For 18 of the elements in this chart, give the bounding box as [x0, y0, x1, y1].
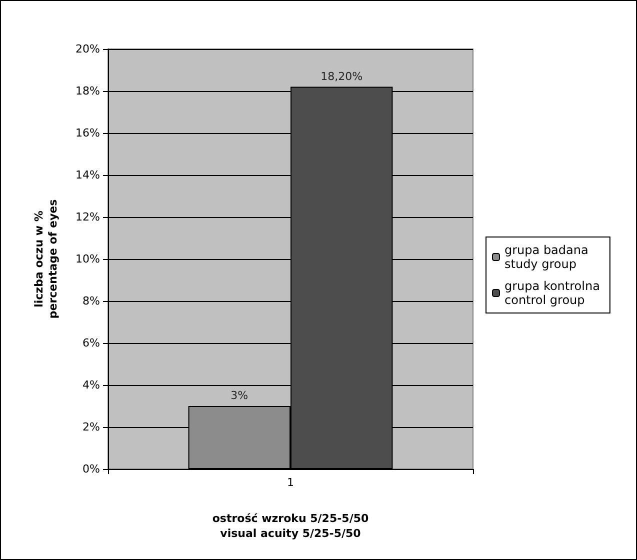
y-axis-title: liczba oczu w % percentage of eyes	[32, 198, 60, 319]
y-tick-label: 14%	[76, 168, 100, 182]
legend-label: grupa badana study group	[504, 243, 588, 271]
y-tick-label: 20%	[76, 42, 100, 56]
y-tick-label: 2%	[82, 420, 100, 434]
y-tick-label: 6%	[82, 336, 100, 350]
y-tick-label: 4%	[82, 378, 100, 392]
data-label: 18,20%	[320, 70, 363, 83]
y-tick-label: 0%	[82, 462, 100, 476]
x-tick-label: 1	[287, 476, 294, 489]
y-tick-label: 18%	[76, 84, 100, 98]
data-label: 3%	[230, 389, 248, 402]
y-tick-label: 16%	[76, 126, 100, 140]
legend-label: grupa kontrolna control group	[504, 279, 600, 307]
y-tick-label: 8%	[82, 294, 100, 308]
x-axis-title: ostrość wzroku 5/25-5/50 visual acuity 5/25-5/50	[212, 512, 369, 540]
y-tick-label: 12%	[76, 210, 100, 224]
y-tick-label: 10%	[76, 252, 100, 266]
